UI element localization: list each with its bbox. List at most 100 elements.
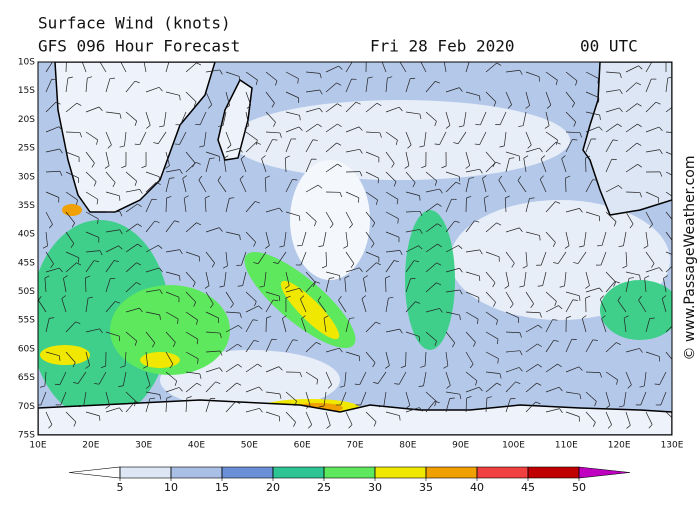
wind-barb [605, 271, 616, 283]
wind-barb [445, 331, 456, 344]
wind-barb [672, 363, 674, 367]
wind-barb [437, 223, 442, 227]
wind-barb [605, 71, 620, 74]
wind-barb [159, 314, 161, 320]
wind-barb [261, 155, 266, 159]
wind-barb [245, 111, 250, 126]
wind-barb [305, 158, 312, 173]
wind-barb [45, 351, 60, 357]
wind-barb [566, 315, 572, 319]
wind-barb [99, 328, 103, 334]
wind-barb [99, 62, 107, 73]
wind-barb [483, 198, 487, 213]
latitude-label: 40S [18, 230, 35, 240]
wind-barb [504, 198, 507, 213]
wind-barb [105, 151, 110, 166]
wind-barb [605, 411, 612, 425]
wind-barb [539, 179, 547, 193]
wind-barb [136, 282, 141, 285]
wind-barb [143, 56, 147, 59]
wind-barb [565, 231, 570, 246]
wind-barb [665, 106, 672, 113]
wind-barb [365, 211, 376, 224]
wind-barb [285, 391, 297, 402]
wind-barb [118, 245, 123, 250]
wind-barb [565, 175, 571, 179]
wind-barb [663, 275, 668, 279]
wind-barb [465, 331, 476, 343]
wind-barb [381, 56, 385, 59]
wind-barb [76, 199, 78, 205]
wind-barb [225, 148, 240, 153]
wind-barb [325, 278, 330, 293]
longitude-label: 70E [346, 441, 363, 451]
wind-barb [537, 363, 542, 368]
wind-barb [285, 126, 300, 133]
wind-barb [297, 78, 299, 84]
wind-barb [485, 398, 488, 413]
wind-barb [137, 203, 142, 208]
wind-barb [518, 367, 523, 372]
wind-barb [605, 107, 620, 113]
wind-barb [139, 307, 143, 313]
wind-barb [139, 189, 143, 194]
wind-barb [244, 125, 250, 129]
wind-barb [525, 401, 536, 413]
wind-barb [585, 91, 599, 98]
wind-barb [625, 123, 638, 133]
wind-barb [285, 287, 300, 293]
wind-barb [145, 220, 156, 233]
wind-barb [325, 65, 339, 73]
wind-barb [653, 60, 658, 61]
wind-barb [579, 208, 583, 213]
wind-barb [282, 318, 287, 333]
wind-barb [659, 267, 663, 272]
wind-barb [365, 131, 380, 134]
wind-barb [143, 365, 148, 369]
wind-barb [205, 227, 220, 233]
wind-barb [105, 391, 110, 406]
wind-barb [496, 382, 502, 386]
wind-barb [644, 278, 647, 293]
wind-barb [617, 296, 621, 301]
wind-barb [165, 291, 180, 298]
wind-barb [325, 271, 340, 276]
wind-barb [545, 408, 560, 413]
wind-barb [196, 382, 202, 386]
wind-barb [285, 339, 294, 353]
wind-barb [463, 111, 467, 126]
wind-barb [237, 285, 243, 287]
wind-barb [465, 351, 474, 365]
wind-barb [365, 351, 376, 363]
wind-barb [85, 411, 100, 417]
wind-barb [166, 196, 172, 199]
wind-barb [660, 391, 667, 406]
wind-barb [96, 139, 98, 145]
wind-barb [405, 171, 416, 183]
wind-barb [391, 163, 395, 168]
wind-barb [85, 231, 100, 238]
wind-barb [504, 285, 510, 289]
wind-barb [373, 421, 377, 427]
wind-barb [156, 182, 161, 185]
wind-barb [136, 262, 142, 266]
wind-barb [625, 348, 640, 353]
wind-barb [405, 391, 411, 406]
wind-barb [316, 379, 319, 385]
wind-barb [305, 139, 314, 153]
wind-barb [592, 339, 598, 341]
wind-barb [67, 76, 73, 79]
wind-barb [605, 185, 619, 193]
wind-barb [469, 177, 475, 179]
wind-barb [222, 265, 228, 269]
wind-barb [445, 125, 451, 129]
wind-barb [205, 271, 210, 286]
colorbar-segment [119, 466, 172, 479]
wind-barb [626, 425, 631, 429]
wind-barb [112, 182, 116, 188]
wind-barb [645, 267, 660, 273]
wind-barb [322, 231, 327, 246]
wind-barb [265, 175, 270, 179]
wind-barb [204, 198, 207, 213]
wind-barb [210, 303, 214, 309]
